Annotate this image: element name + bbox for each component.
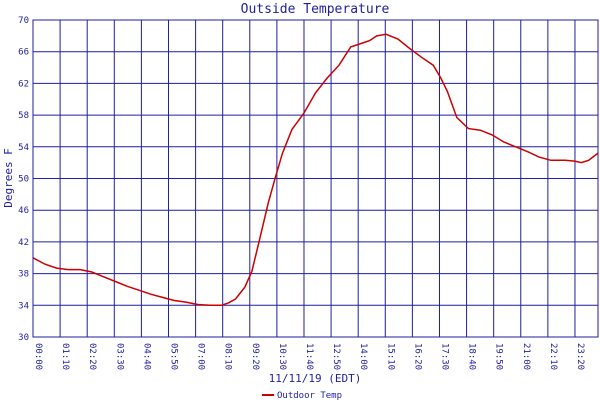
x-tick-label: 08:10 (223, 343, 233, 370)
x-tick-label: 00:00 (33, 343, 43, 370)
x-tick-label: 14:00 (358, 343, 368, 370)
y-tick-label: 70 (18, 16, 29, 26)
legend: Outdoor Temp (262, 391, 342, 401)
y-tick-label: 30 (18, 333, 29, 343)
y-tick-label: 34 (18, 301, 29, 311)
y-tick-label: 54 (18, 143, 29, 153)
x-tick-label: 07:00 (196, 343, 206, 370)
x-tick-label: 17:30 (439, 343, 449, 370)
y-axis-label: Degrees F (2, 148, 15, 208)
legend-label: Outdoor Temp (277, 391, 342, 400)
x-tick-label: 22:10 (548, 343, 558, 370)
x-tick-label: 19:50 (494, 343, 504, 370)
x-tick-label: 10:30 (277, 343, 287, 370)
y-tick-label: 42 (18, 238, 29, 248)
x-tick-label: 01:10 (60, 343, 70, 370)
y-tick-label: 58 (18, 111, 29, 121)
x-tick-label: 12:50 (331, 343, 341, 370)
series-line (32, 33, 599, 307)
x-tick-label: 05:50 (168, 343, 178, 370)
y-tick-label: 66 (18, 48, 29, 58)
y-axis-ticks: 30 34 38 42 46 50 54 58 62 66 70 (18, 16, 29, 343)
y-tick-label: 46 (18, 206, 29, 216)
x-tick-label: 09:20 (250, 343, 260, 370)
chart-series (32, 33, 599, 307)
x-axis-ticks: 00:00 01:10 02:20 03:30 04:40 05:50 07:00 08:10… (33, 343, 600, 370)
chart-title: Outside Temperature (241, 2, 390, 17)
x-axis-label: 11/11/19 (EDT) (269, 372, 362, 385)
x-tick-label: 16:20 (412, 343, 422, 370)
x-tick-label: 04:40 (141, 343, 151, 370)
y-tick-label: 62 (18, 79, 29, 89)
x-tick-label: 18:40 (467, 343, 477, 370)
x-tick-label: 11:40 (304, 343, 314, 370)
x-tick-label: 23:59 (598, 343, 600, 370)
y-tick-label: 50 (18, 175, 29, 185)
x-tick-label: 15:10 (385, 343, 395, 370)
x-tick-label: 02:20 (87, 343, 97, 370)
chart-grid (32, 19, 599, 338)
y-tick-label: 38 (18, 270, 29, 280)
x-tick-label: 23:20 (575, 343, 585, 370)
x-tick-label: 21:00 (521, 343, 531, 370)
x-tick-label: 03:30 (114, 343, 124, 370)
plot-frame (32, 19, 599, 338)
